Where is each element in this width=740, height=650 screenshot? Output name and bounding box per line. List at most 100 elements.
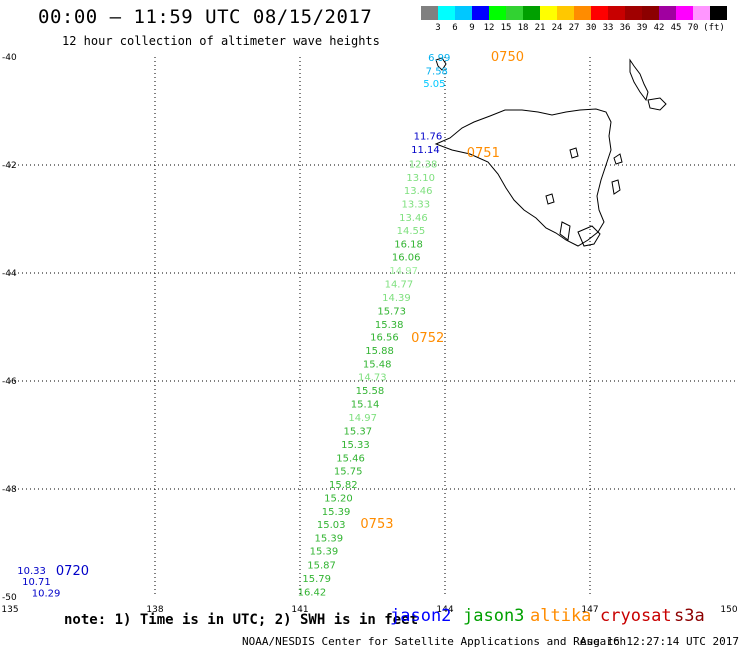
wave-height-label: 15.38: [375, 320, 404, 331]
wave-height-label: 7.58: [426, 67, 448, 78]
wave-height-label: 15.82: [329, 480, 358, 491]
latitude-tick-label: -48: [2, 485, 17, 495]
color-scale-label: 42: [653, 23, 665, 33]
wave-height-label: 15.39: [322, 507, 351, 518]
generated-timestamp: Aug 16 12:27:14 UTC 2017: [580, 635, 739, 648]
longitude-tick-label: 144: [436, 605, 453, 615]
cape-barren-island-outline: [647, 97, 667, 111]
wave-height-label: 14.77: [385, 279, 414, 290]
longitude-tick-label: 135: [1, 605, 18, 615]
pass-time-label: 0750: [491, 50, 524, 65]
wave-height-label: 16.42: [298, 588, 327, 599]
wave-height-label: 10.71: [22, 577, 51, 588]
wave-height-label: 16.56: [370, 333, 399, 344]
wave-height-label: 15.03: [317, 520, 346, 531]
latitude-tick-label: -42: [2, 161, 17, 171]
color-swatch: [540, 6, 557, 20]
wave-height-label: 11.76: [414, 131, 443, 142]
satellite-altika-label: altika: [530, 606, 592, 626]
wave-height-label: 12.38: [409, 159, 438, 170]
wave-height-label: 15.46: [336, 454, 365, 465]
page-title: 00:00 – 11:59 UTC 08/15/2017: [38, 6, 373, 28]
pass-time-label: 0753: [360, 517, 393, 532]
wave-height-label: 10.29: [32, 589, 61, 600]
color-swatch: [455, 6, 472, 20]
wave-height-label: 13.10: [406, 173, 435, 184]
islet-outline: [545, 193, 555, 205]
color-scale-label: 39: [636, 23, 648, 33]
tasman-peninsula-outline: [577, 225, 601, 247]
color-scale-label: 33: [602, 23, 614, 33]
flinders-island-outline: [629, 58, 649, 102]
islet-outline: [569, 147, 579, 159]
satellite-jason3-label: jason3: [463, 606, 525, 626]
color-scale-label: 12: [483, 23, 495, 33]
color-swatch: [506, 6, 523, 20]
color-swatch: [642, 6, 659, 20]
schouten-island-outline: [613, 153, 623, 165]
color-swatch: [472, 6, 489, 20]
color-scale-label: 18: [517, 23, 529, 33]
satellite-jason2-label: jason2: [390, 606, 452, 626]
wave-height-label: 15.73: [377, 306, 406, 317]
wave-height-label: 15.75: [334, 467, 363, 478]
bruny-island-outline: [559, 221, 571, 241]
longitude-tick-label: 150: [720, 605, 737, 615]
wave-height-label: 14.73: [358, 373, 387, 384]
pass-time-label: 0751: [467, 146, 500, 161]
color-scale-label: 45: [670, 23, 682, 33]
color-scale-label: 6: [452, 23, 458, 33]
color-scale-label: 36: [619, 23, 631, 33]
pass-time-label: 0752: [411, 331, 444, 346]
wave-height-label: 13.46: [404, 186, 433, 197]
tasmania-coastline: [434, 57, 667, 247]
color-swatch: [438, 6, 455, 20]
wave-height-label: 5.05: [423, 79, 445, 90]
wave-height-label: 14.97: [389, 266, 418, 277]
color-scale-label: 3: [435, 23, 441, 33]
color-scale-label: 70: [687, 23, 699, 33]
wave-height-label: 15.37: [344, 427, 373, 438]
wave-height-label: 15.48: [363, 360, 392, 371]
wave-height-label: 10.33: [17, 566, 46, 577]
page-subtitle: 12 hour collection of altimeter wave hei…: [62, 34, 380, 48]
color-swatch: [710, 6, 727, 20]
color-swatch: [523, 6, 540, 20]
color-swatch: [557, 6, 574, 20]
satellite-s3a-label: s3a: [674, 606, 705, 626]
color-swatch: [693, 6, 710, 20]
wave-height-label: 16.18: [394, 239, 423, 250]
lat-lon-grid: 135 138 141 144 147 150 -40 -42 -44 -46 -48 -50: [1, 53, 737, 615]
longitude-tick-label: 147: [581, 605, 598, 615]
wave-height-label: 13.46: [399, 213, 428, 224]
color-scale-label: 9: [469, 23, 475, 33]
color-swatch: [625, 6, 642, 20]
color-swatch: [591, 6, 608, 20]
longitude-tick-label: 138: [146, 605, 163, 615]
wave-height-label: 14.97: [348, 413, 377, 424]
wave-height-label: 15.39: [310, 547, 339, 558]
maria-island-outline: [611, 179, 621, 195]
wave-height-label: 15.58: [356, 386, 385, 397]
tasmania-main-outline: [434, 108, 612, 247]
longitude-tick-label: 141: [291, 605, 308, 615]
color-scale-label: 15: [500, 23, 512, 33]
wave-height-label: 13.33: [402, 199, 431, 210]
color-scale-label: 30: [585, 23, 597, 33]
color-swatch: [421, 6, 438, 20]
color-scale-label: 27: [568, 23, 580, 33]
wave-height-label: 6.99: [428, 53, 450, 64]
latitude-tick-label: -46: [2, 377, 17, 387]
color-swatch: [608, 6, 625, 20]
wave-height-label: 14.39: [382, 293, 411, 304]
latitude-tick-label: -44: [2, 269, 17, 279]
wave-height-label: 15.88: [365, 346, 394, 357]
satellite-cryosat-label: cryosat: [600, 606, 672, 626]
wave-height-label: 15.20: [324, 494, 353, 505]
wave-height-label: 15.79: [302, 574, 331, 585]
wave-height-label: 15.87: [307, 561, 336, 572]
color-scale-label: 24: [551, 23, 563, 33]
latitude-tick-label: -50: [2, 593, 17, 603]
wave-height-label: 14.55: [397, 226, 426, 237]
